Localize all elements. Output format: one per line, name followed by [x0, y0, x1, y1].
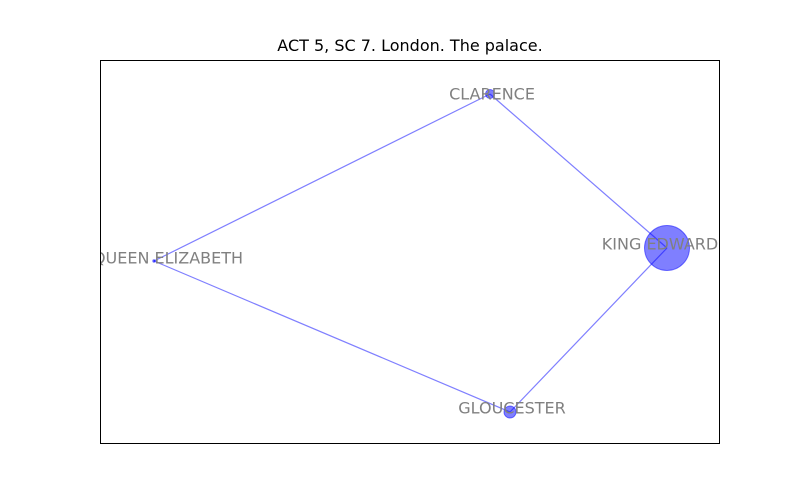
labels-layer: CLARENCE QUEEN ELIZABETH KING EDWARD GLOUCE…: [101, 85, 718, 418]
node-king_edward: [644, 225, 690, 271]
node-label-gloucester: GLOUCESTER: [458, 399, 565, 418]
plot-frame: CLARENCE QUEEN ELIZABETH KING EDWARD GLOUCE…: [100, 60, 720, 444]
edge-clarence-queen_elizabeth: [153, 93, 491, 262]
edges-layer: [153, 93, 668, 413]
node-label-queen_elizabeth: QUEEN ELIZABETH: [101, 249, 243, 268]
node-label-clarence: CLARENCE: [449, 85, 535, 104]
node-label-king_edward: KING EDWARD: [602, 235, 718, 254]
edge-queen_elizabeth-gloucester: [153, 260, 511, 413]
chart-title: ACT 5, SC 7. London. The palace.: [277, 36, 543, 55]
network-graph: CLARENCE QUEEN ELIZABETH KING EDWARD GLOUCE…: [101, 85, 718, 419]
node-clarence: [485, 89, 495, 99]
edge-clarence-king_edward: [489, 93, 668, 249]
node-queen_elizabeth: [152, 259, 156, 263]
edge-gloucester-king_edward: [509, 247, 668, 413]
nodes-layer: [152, 89, 690, 419]
node-gloucester: [503, 405, 517, 419]
